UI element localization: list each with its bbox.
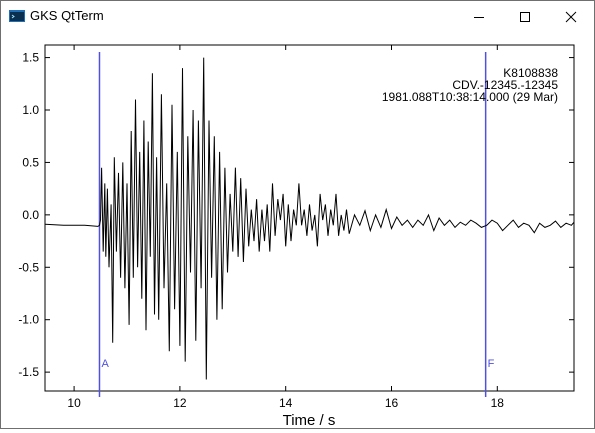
x-tick-label: 10 — [67, 396, 81, 410]
x-tick-label: 18 — [491, 396, 505, 410]
terminal-app-icon — [9, 10, 25, 22]
y-tick-label: 0.0 — [22, 208, 39, 222]
window-title: GKS QtTerm — [30, 8, 104, 23]
seismogram-chart: -1.5 -1.0 -0.5 0.0 0.5 1.0 1.5 10 12 14 16 18 A F K… — [18, 44, 575, 429]
y-tick-label: -1.5 — [18, 365, 39, 379]
y-tick-label: 0.5 — [22, 155, 39, 169]
close-icon — [565, 11, 577, 22]
maximize-button[interactable] — [502, 1, 548, 32]
y-tick-label: -0.5 — [18, 260, 39, 274]
y-tick-label: -1.0 — [18, 313, 39, 327]
maximize-icon — [520, 11, 530, 22]
minimize-icon — [474, 16, 484, 18]
x-tick-label: 12 — [173, 396, 187, 410]
x-tick-label: 14 — [279, 396, 293, 410]
info-line: 1981.088T10:38:14.000 (29 Mar) — [382, 90, 558, 104]
y-tick-label: 1.0 — [22, 103, 39, 117]
plot-area: -1.5 -1.0 -0.5 0.0 0.5 1.0 1.5 10 12 14 16 18 A F K… — [1, 32, 594, 429]
pick-label-f: F — [488, 358, 495, 370]
minimize-button[interactable] — [456, 1, 502, 32]
pick-label-a: A — [101, 358, 109, 370]
info-line: CDV.-12345.-12345 — [452, 78, 558, 92]
x-axis-label: Time / s — [283, 412, 336, 428]
y-tick-label: 1.5 — [22, 51, 39, 65]
close-button[interactable] — [548, 1, 594, 32]
seismogram-trace — [44, 57, 575, 380]
title-bar[interactable]: GKS QtTerm — [1, 1, 594, 32]
info-line: K8108838 — [503, 66, 558, 80]
x-tick-label: 16 — [385, 396, 399, 410]
